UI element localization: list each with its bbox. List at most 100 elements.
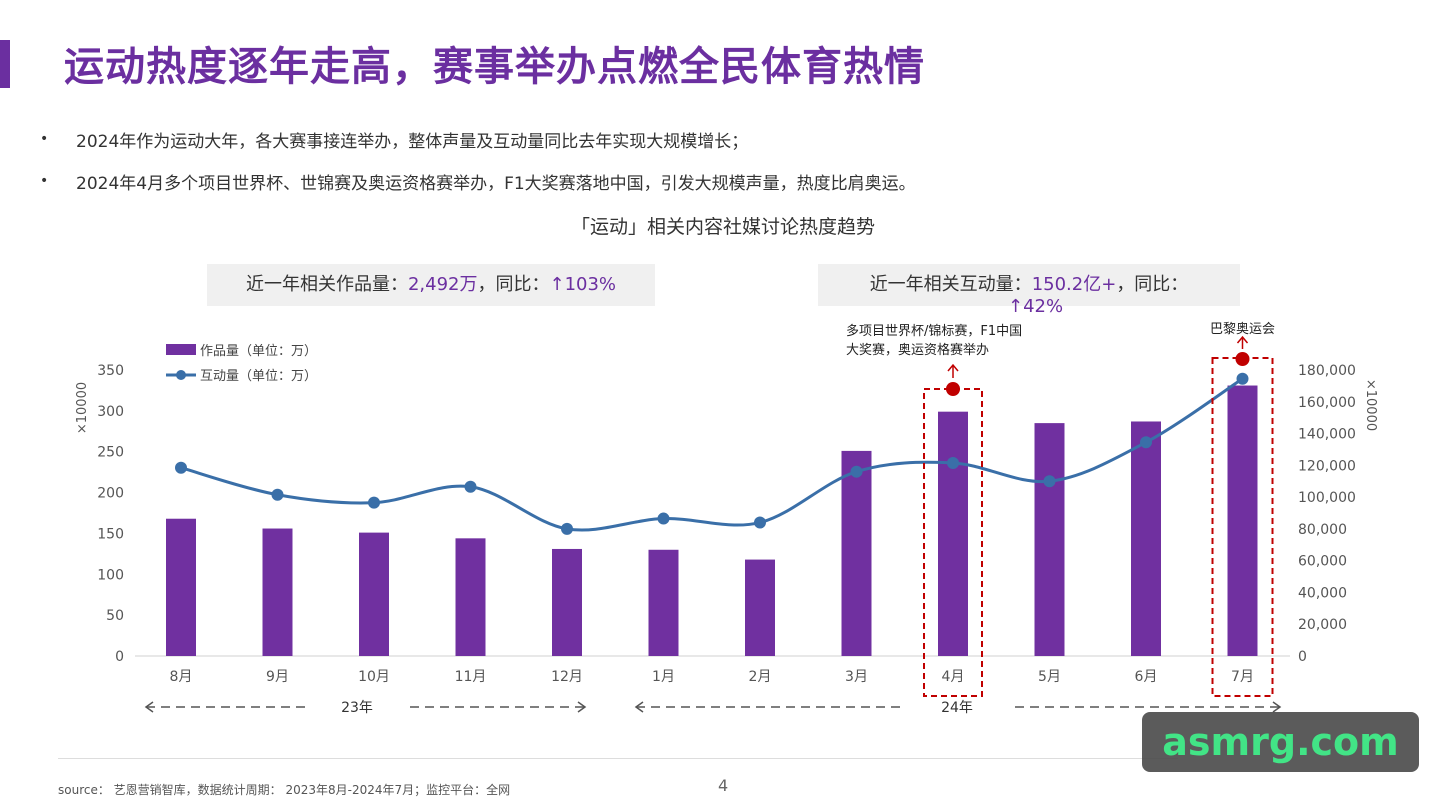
x-tick-label: 12月 [551,669,583,685]
y-right-tick-label: 160,000 [1298,395,1356,411]
y-right-unit-label: ×10000 [1363,379,1378,431]
year-label-24: 24年 [941,700,973,716]
bar-works [841,450,872,656]
y-left-tick-label: 150 [97,526,124,542]
x-tick-label: 6月 [1135,669,1158,685]
annotation-arrow-jul [1236,335,1249,349]
highlight-box-apr [923,388,983,697]
bar-works [262,528,293,656]
line-point [175,461,187,474]
line-point [464,480,477,493]
y-right-tick-label: 80,000 [1298,522,1347,538]
legend-bar-swatch [166,344,196,355]
interaction-stat-mid: ，同比： [1116,274,1189,295]
x-tick-label: 7月 [1231,669,1254,685]
page-title: 运动热度逐年走高，赛事举办点燃全民体育热情 [64,44,925,90]
line-point [754,516,766,529]
bar-works [745,559,775,656]
year23-arrow-right-head [577,701,587,713]
bar-works [648,549,679,656]
y-right-tick-label: 120,000 [1298,458,1356,474]
interaction-stat-pct: ↑42% [1008,296,1064,317]
bar-works [1131,421,1161,656]
bullet-list: • 2024年作为运动大年，各大赛事接连举办，整体声量及互动量同比去年实现大规模… [40,118,916,202]
works-stat-box: 近一年相关作品量：2,492万，同比：↑103% [207,264,655,306]
y-left-tick-label: 50 [106,608,124,624]
x-tick-label: 11月 [455,669,487,685]
x-tick-label: 2月 [749,669,772,685]
y-right-tick-label: 20,000 [1298,617,1347,633]
y-right-tick-label: 0 [1298,649,1307,665]
works-stat-value: 2,492万 [407,274,478,295]
x-tick-label: 4月 [942,669,965,685]
year24-arrow-left-head [634,701,644,713]
annotation-jul-text: 巴黎奥运会 [1210,322,1275,337]
x-tick-label: 9月 [266,669,289,685]
y-left-tick-label: 200 [97,486,124,502]
y-left-tick-label: 350 [97,363,124,379]
annotation-apr-line: 大奖赛，奥运资格赛举办 [846,342,989,358]
legend-bar-label: 作品量（单位：万） [200,344,317,359]
bullet-dot: • [40,131,49,147]
y-left-tick-label: 100 [97,567,124,583]
y-left-tick-label: 300 [97,404,124,420]
x-tick-label: 3月 [845,669,868,685]
x-tick-label: 1月 [652,669,675,685]
y-left-unit-label: ×10000 [75,382,90,434]
annotation-apr-line: 多项目世界杯/锦标赛，F1中国 [846,323,1022,339]
bar-works [359,532,389,656]
line-interactions [180,377,1244,532]
line-point [1043,475,1056,488]
bullet-text: 2024年4月多个项目世界杯、世锦赛及奥运资格赛举办，F1大奖赛落地中国，引发大… [76,173,916,194]
bar-works [455,538,486,656]
bar-works [552,548,582,656]
x-tick-label: 10月 [358,669,390,685]
year-label-23: 23年 [341,700,373,716]
chart-title: 「运动」相关内容社媒讨论热度趋势 [570,216,875,238]
footer-divider [58,758,1178,759]
interaction-stat-label: 近一年相关互动量： [869,274,1032,295]
legend-line-marker [176,370,186,380]
bar-works [166,518,196,656]
interaction-stat-value: 150.2亿+ [1031,274,1117,295]
line-point [850,465,863,478]
y-right-tick-label: 60,000 [1298,554,1347,570]
source-note: source： 艺恩营销智库，数据统计周期： 2023年8月-2024年7月；监… [58,783,511,797]
year24-arrow-right-head [1272,701,1282,713]
bar-works [1034,423,1065,656]
bullet-item: • 2024年4月多个项目世界杯、世锦赛及奥运资格赛举办，F1大奖赛落地中国，引… [40,160,916,202]
page-number: 4 [718,776,729,795]
year23-arrow-left-head [144,701,154,713]
bar-works [938,411,968,656]
y-left-tick-label: 250 [97,445,124,461]
highlight-dot-jul [1235,352,1250,366]
bullet-text: 2024年作为运动大年，各大赛事接连举办，整体声量及互动量同比去年实现大规模增长… [76,131,749,152]
line-point [947,456,959,469]
line-point [657,512,670,525]
interaction-stat-box: 近一年相关互动量：150.2亿+，同比： [818,264,1240,306]
bullet-item: • 2024年作为运动大年，各大赛事接连举办，整体声量及互动量同比去年实现大规模… [40,118,916,160]
y-right-tick-label: 100,000 [1298,490,1356,506]
line-point [368,496,380,509]
bullet-dot: • [40,173,49,189]
y-right-tick-label: 180,000 [1298,363,1356,379]
x-tick-label: 5月 [1038,669,1061,685]
line-point [271,488,284,501]
legend-line-label: 互动量（单位：万） [200,369,317,384]
title-accent-bar [0,40,10,88]
annotation-arrow-apr [947,363,959,378]
line-point [561,522,573,535]
watermark-logo: asmrg.com [1142,712,1419,772]
line-point [1140,436,1152,449]
works-stat-mid: ，同比： [477,274,550,295]
y-right-tick-label: 40,000 [1298,585,1347,601]
x-tick-label: 8月 [170,669,193,685]
y-left-tick-label: 0 [115,649,124,665]
line-point [1236,372,1249,385]
y-right-tick-label: 140,000 [1298,427,1356,443]
works-stat-label: 近一年相关作品量： [245,274,408,295]
bar-works [1227,385,1258,656]
works-stat-pct: ↑103% [549,274,617,295]
highlight-dot-apr [946,382,960,396]
